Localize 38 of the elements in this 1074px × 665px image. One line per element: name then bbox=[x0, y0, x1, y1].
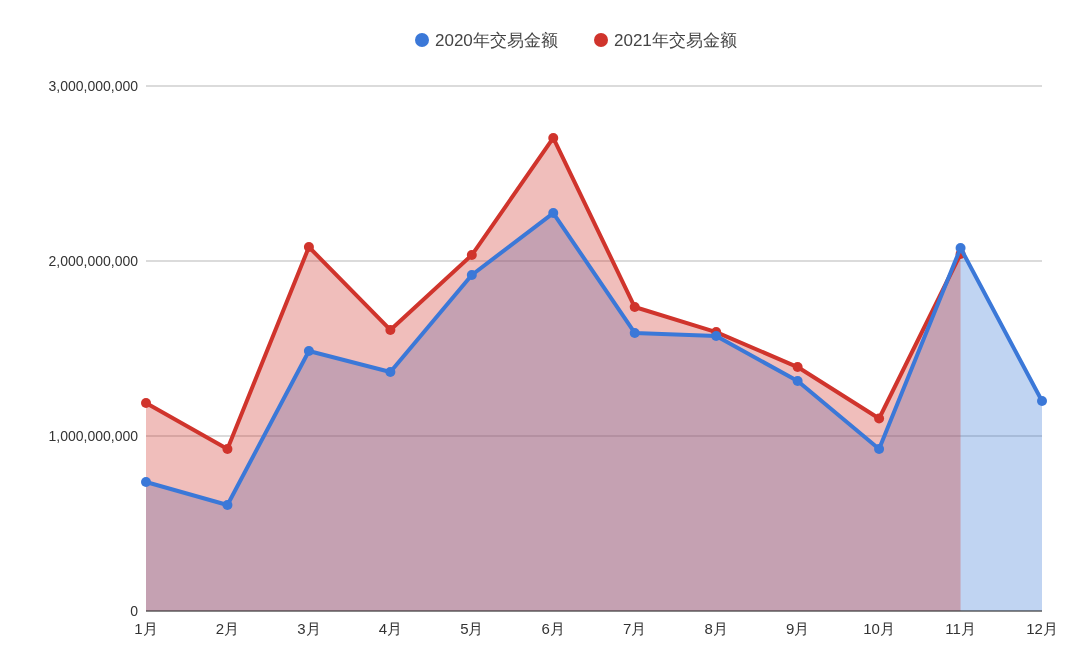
x-tick-label: 8月 bbox=[704, 620, 728, 637]
point bbox=[874, 443, 885, 454]
x-tick-label: 7月 bbox=[623, 620, 647, 637]
point bbox=[141, 477, 151, 488]
y-tick-label: 3,000,000,000 bbox=[48, 78, 139, 94]
point bbox=[711, 331, 722, 342]
x-tick-label: 10月 bbox=[863, 620, 895, 637]
point bbox=[548, 132, 559, 143]
point bbox=[385, 366, 396, 377]
point bbox=[548, 208, 559, 219]
y-tick-label: 2,000,000,000 bbox=[48, 253, 139, 269]
x-tick-label: 2月 bbox=[215, 620, 240, 637]
point bbox=[792, 362, 803, 373]
point bbox=[385, 324, 396, 335]
legend-label: 2020年交易金额 bbox=[435, 31, 558, 50]
x-tick-label: 5月 bbox=[460, 620, 484, 637]
point bbox=[303, 345, 314, 356]
point bbox=[222, 499, 233, 510]
point bbox=[1037, 396, 1047, 406]
point bbox=[466, 270, 477, 280]
point bbox=[629, 327, 640, 338]
y-tick-label: 0 bbox=[130, 603, 139, 619]
y-tick-label: 1,000,000,000 bbox=[48, 428, 139, 444]
x-tick-label: 6月 bbox=[541, 620, 565, 637]
x-tick-label: 3月 bbox=[297, 620, 321, 637]
x-tick-label: 1月 bbox=[134, 620, 158, 637]
point bbox=[629, 302, 640, 313]
x-tick-label: 11月 bbox=[945, 620, 976, 637]
point bbox=[466, 250, 477, 261]
x-tick-label: 12月 bbox=[1026, 620, 1058, 637]
x-tick-label: 4月 bbox=[378, 620, 403, 637]
point bbox=[792, 376, 803, 387]
x-tick-label: 9月 bbox=[785, 620, 810, 637]
point bbox=[141, 397, 151, 408]
point bbox=[222, 443, 233, 454]
point bbox=[874, 413, 885, 424]
legend-label: 2021年交易金额 bbox=[614, 31, 737, 50]
point bbox=[303, 242, 314, 252]
